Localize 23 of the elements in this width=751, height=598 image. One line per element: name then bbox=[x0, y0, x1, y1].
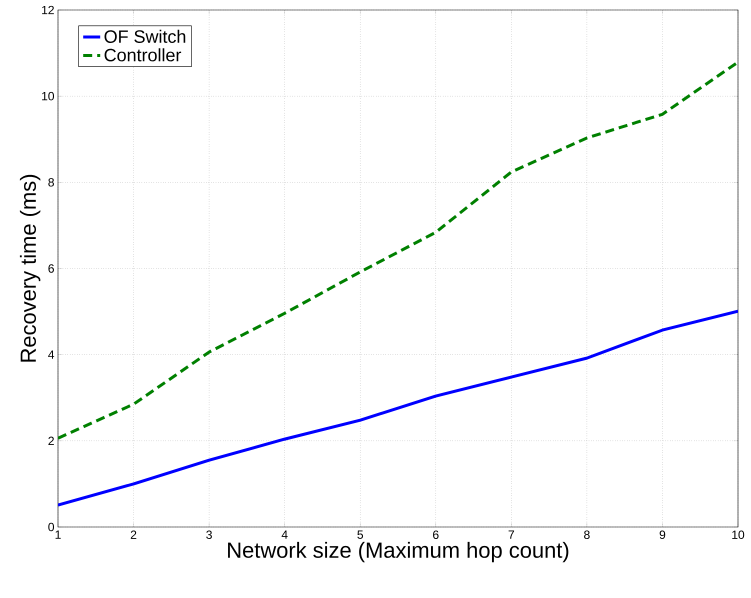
line-series bbox=[58, 310, 738, 507]
y-tick-label: 6 bbox=[48, 264, 54, 273]
line-series bbox=[58, 60, 738, 440]
x-tick-label: 4 bbox=[282, 530, 288, 539]
x-axis-title: Network size (Maximum hop count) bbox=[228, 542, 568, 562]
x-tick-label: 6 bbox=[433, 530, 439, 539]
y-tick-label: 10 bbox=[42, 92, 54, 100]
x-tick-label: 7 bbox=[508, 530, 514, 539]
y-tick-label: 0 bbox=[48, 522, 54, 532]
x-tick-label: 3 bbox=[206, 530, 212, 539]
y-tick-label: 4 bbox=[48, 350, 54, 359]
legend-label: OF Switch bbox=[104, 30, 186, 43]
x-tick-label: 2 bbox=[130, 530, 136, 539]
y-tick-label: 2 bbox=[48, 436, 54, 446]
y-tick-label: 8 bbox=[48, 178, 54, 187]
legend-label: Controller bbox=[104, 48, 182, 62]
x-tick-label: 1 bbox=[56, 530, 61, 539]
x-tick-label: 9 bbox=[660, 530, 666, 539]
y-axis-title: Recovery time (ms) bbox=[20, 174, 40, 362]
y-tick-label: 12 bbox=[42, 6, 54, 14]
x-tick-label: 10 bbox=[732, 530, 744, 539]
x-tick-label: 5 bbox=[357, 530, 364, 539]
x-tick-label: 8 bbox=[584, 530, 590, 539]
